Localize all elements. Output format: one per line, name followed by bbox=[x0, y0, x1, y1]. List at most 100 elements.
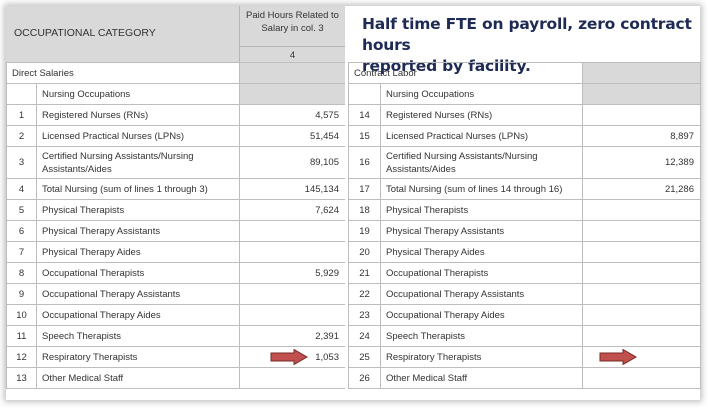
line-number: 10 bbox=[6, 304, 37, 326]
hours-value: 89,105 bbox=[239, 146, 346, 179]
line-number: 6 bbox=[6, 220, 37, 242]
occupation-label: Licensed Practical Nurses (LPNs) bbox=[380, 125, 583, 147]
occupation-label: Respiratory Therapists bbox=[36, 346, 240, 368]
hours-value bbox=[582, 304, 701, 326]
occupation-label: Respiratory Therapists bbox=[380, 346, 583, 368]
hours-value: 51,454 bbox=[239, 125, 346, 147]
hours-value bbox=[239, 283, 346, 305]
right-arrow-icon bbox=[270, 349, 308, 365]
occupational-category-label: OCCUPATIONAL CATEGORY bbox=[14, 27, 156, 39]
hours-value bbox=[582, 262, 701, 284]
subheader-row: Nursing Occupations bbox=[348, 83, 701, 105]
line-number: 24 bbox=[348, 325, 381, 347]
line-number: 12 bbox=[6, 346, 37, 368]
table-row: 25 Respiratory Therapists bbox=[348, 346, 701, 368]
line-number: 4 bbox=[6, 178, 37, 200]
line-number: 1 bbox=[6, 104, 37, 126]
table-row: 26 Other Medical Staff bbox=[348, 367, 701, 389]
hours-value: 1,053 bbox=[315, 351, 339, 363]
occupation-label: Registered Nurses (RNs) bbox=[36, 104, 240, 126]
line-number: 26 bbox=[348, 367, 381, 389]
header-divider bbox=[240, 46, 345, 47]
table-row: 21 Occupational Therapists bbox=[348, 262, 701, 284]
table-row: 23 Occupational Therapy Aides bbox=[348, 304, 701, 326]
table-row: 5 Physical Therapists 7,624 bbox=[6, 199, 346, 221]
section-label: Contract Labor bbox=[348, 62, 583, 84]
blank-number-cell bbox=[6, 83, 37, 105]
table-row: 10 Occupational Therapy Aides bbox=[6, 304, 346, 326]
table-row: 2 Licensed Practical Nurses (LPNs) 51,454 bbox=[6, 125, 346, 147]
table-row: 6 Physical Therapy Assistants bbox=[6, 220, 346, 242]
callout-line1: Half time FTE on payroll, zero contract … bbox=[362, 15, 692, 54]
right-arrow-icon bbox=[599, 349, 637, 365]
line-number: 20 bbox=[348, 241, 381, 263]
line-number: 22 bbox=[348, 283, 381, 305]
occupation-label: Total Nursing (sum of lines 14 through 1… bbox=[380, 178, 583, 200]
table-row: 14 Registered Nurses (RNs) bbox=[348, 104, 701, 126]
occupation-label: Physical Therapy Aides bbox=[36, 241, 240, 263]
line-number: 7 bbox=[6, 241, 37, 263]
table-gap bbox=[345, 62, 348, 400]
occupation-label: Occupational Therapy Aides bbox=[380, 304, 583, 326]
occupation-label: Occupational Therapists bbox=[380, 262, 583, 284]
occupational-category-header: OCCUPATIONAL CATEGORY bbox=[6, 6, 240, 63]
section-gray-cell bbox=[582, 62, 701, 84]
line-number: 19 bbox=[348, 220, 381, 242]
occupation-label: Total Nursing (sum of lines 1 through 3) bbox=[36, 178, 240, 200]
subheader-label: Nursing Occupations bbox=[380, 83, 583, 105]
hours-value bbox=[582, 283, 701, 305]
occupation-label: Other Medical Staff bbox=[36, 367, 240, 389]
hours-value bbox=[582, 325, 701, 347]
table-row: 4 Total Nursing (sum of lines 1 through 3… bbox=[6, 178, 346, 200]
line-number: 9 bbox=[6, 283, 37, 305]
line-number: 8 bbox=[6, 262, 37, 284]
hours-value bbox=[239, 220, 346, 242]
line-number: 5 bbox=[6, 199, 37, 221]
section-header-row: Direct Salaries bbox=[6, 62, 346, 84]
hours-value bbox=[239, 241, 346, 263]
hours-value bbox=[582, 220, 701, 242]
line-number: 21 bbox=[348, 262, 381, 284]
occupation-label: Physical Therapists bbox=[36, 199, 240, 221]
line-number: 16 bbox=[348, 146, 381, 179]
subheader-row: Nursing Occupations bbox=[6, 83, 346, 105]
paid-hours-header-line1: Paid Hours Related to bbox=[246, 10, 339, 21]
occupation-label: Other Medical Staff bbox=[380, 367, 583, 389]
hours-value bbox=[582, 104, 701, 126]
line-number: 2 bbox=[6, 125, 37, 147]
hours-value bbox=[582, 199, 701, 221]
line-number: 23 bbox=[348, 304, 381, 326]
line-number: 17 bbox=[348, 178, 381, 200]
subheader-gray-cell bbox=[582, 83, 701, 105]
hours-value bbox=[582, 241, 701, 263]
table-row: 16 Certified Nursing Assistants/Nursing A… bbox=[348, 146, 701, 179]
table-row: 3 Certified Nursing Assistants/Nursing As… bbox=[6, 146, 346, 179]
hours-value bbox=[239, 367, 346, 389]
occupation-label: Physical Therapy Aides bbox=[380, 241, 583, 263]
table-row: 12 Respiratory Therapists 1,053 bbox=[6, 346, 346, 368]
occupation-label: Physical Therapy Assistants bbox=[36, 220, 240, 242]
occupation-label: Physical Therapists bbox=[380, 199, 583, 221]
blank-number-cell bbox=[348, 83, 381, 105]
line-number: 11 bbox=[6, 325, 37, 347]
hours-value: 2,391 bbox=[239, 325, 346, 347]
column-number: 4 bbox=[289, 50, 296, 61]
line-number: 18 bbox=[348, 199, 381, 221]
line-number: 13 bbox=[6, 367, 37, 389]
section-label: Direct Salaries bbox=[6, 62, 240, 84]
hours-value: 5,929 bbox=[239, 262, 346, 284]
subheader-label: Nursing Occupations bbox=[36, 83, 240, 105]
table-row: 19 Physical Therapy Assistants bbox=[348, 220, 701, 242]
hours-value: 8,897 bbox=[582, 125, 701, 147]
occupation-label: Speech Therapists bbox=[380, 325, 583, 347]
table-row: 24 Speech Therapists bbox=[348, 325, 701, 347]
direct-salaries-table: Direct Salaries Nursing Occupations 1 Regis… bbox=[6, 62, 346, 389]
hours-value: 21,286 bbox=[582, 178, 701, 200]
occupation-label: Occupational Therapy Assistants bbox=[36, 283, 240, 305]
table-row: 8 Occupational Therapists 5,929 bbox=[6, 262, 346, 284]
occupation-label: Occupational Therapy Assistants bbox=[380, 283, 583, 305]
table-row: 13 Other Medical Staff bbox=[6, 367, 346, 389]
occupation-label: Speech Therapists bbox=[36, 325, 240, 347]
hours-value bbox=[239, 304, 346, 326]
section-gray-cell bbox=[239, 62, 346, 84]
